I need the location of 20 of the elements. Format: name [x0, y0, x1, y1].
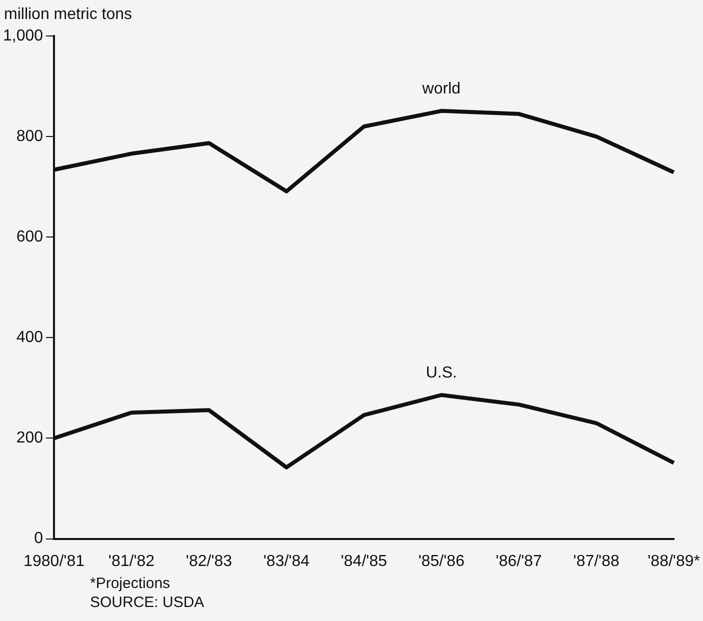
- x-tick-label: '87/'88: [573, 552, 620, 570]
- x-tick-label: '81/'82: [108, 552, 155, 570]
- x-tick-label: '83/'84: [263, 552, 310, 570]
- x-tick-label: '88/'89*: [648, 552, 700, 570]
- x-tick-label: '86/'87: [496, 552, 542, 570]
- series-label: world: [421, 80, 461, 98]
- text: *Projections: [90, 574, 172, 593]
- y-tick-label: 1,000: [2, 27, 44, 44]
- x-tick-label: 1980/'81: [24, 552, 85, 570]
- x-tick-label: '84/'85: [340, 552, 388, 570]
- y-tick-label: 0: [34, 530, 44, 548]
- y-tick-label: 600: [16, 228, 44, 246]
- y-axis-title: million metric tons: [4, 6, 132, 24]
- x-tick-label: '85/'86: [418, 552, 465, 570]
- x-tick-label: '82/'83: [186, 552, 232, 570]
- series-label: U.S.: [426, 364, 457, 382]
- y-tick-label: 800: [16, 128, 44, 145]
- y-tick-label: 200: [16, 430, 44, 447]
- y-tick-label: 400: [16, 329, 44, 346]
- source-note: SOURCE: USDA: [90, 593, 204, 612]
